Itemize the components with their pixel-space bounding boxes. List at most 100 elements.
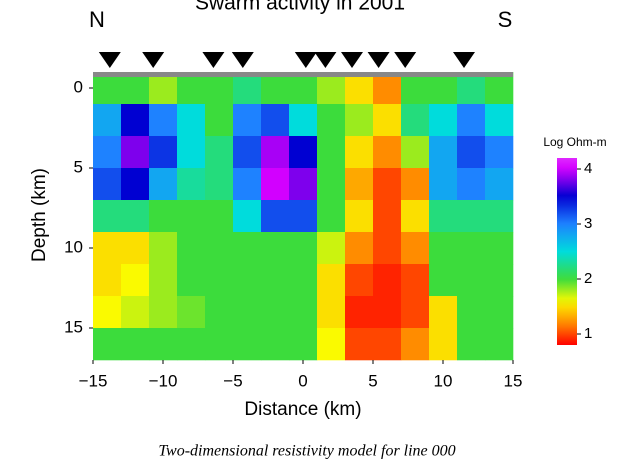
heatmap-cell [457,136,486,169]
topography [93,72,513,77]
heatmap-cell [261,136,290,169]
heatmap-cell [93,232,122,265]
heatmap-cell [177,72,206,105]
heatmap-cell [429,104,458,137]
heatmap-cell [373,136,402,169]
heatmap-cell [121,296,150,329]
heatmap-cell [205,200,234,233]
heatmap-cell [233,200,262,233]
heatmap-cell [373,72,402,105]
heatmap-cell [261,168,290,201]
heatmap-cell [121,328,150,361]
heatmap-cell [93,136,122,169]
station-marker [202,52,225,68]
x-axis-label: Distance (km) [244,399,361,420]
heatmap-cell [289,264,318,297]
heatmap-cell [317,328,346,361]
colorbar-tick-label: 1 [584,325,592,342]
station-marker [341,52,363,68]
heatmap-cell [317,200,346,233]
heatmap-cell [233,232,262,265]
heatmap-cell [317,264,346,297]
heatmap-cell [205,296,234,329]
heatmap-cell [401,200,430,233]
heatmap-cell [289,168,318,201]
heatmap-cell [457,232,486,265]
heatmap-cell [149,200,178,233]
heatmap-cell [177,232,206,265]
heatmap-cell [373,264,402,297]
heatmap-cell [233,104,262,137]
heatmap-cell [401,168,430,201]
station-marker [367,52,390,68]
heatmap-cell [261,200,290,233]
heatmap-cell [261,328,290,361]
heatmap-cell [205,168,234,201]
south-label: S [498,7,513,32]
heatmap-cell [373,200,402,233]
heatmap-cell [205,232,234,265]
y-axis-label: Depth (km) [29,168,50,262]
heatmap-cell [401,232,430,265]
caption: Two-dimensional resistivity model for li… [158,443,455,460]
heatmap-cell [261,72,290,105]
colorbar-tick-label: 4 [584,160,592,177]
heatmap-cell [121,168,150,201]
station-marker [394,52,417,68]
heatmap-cell [177,200,206,233]
heatmap-cell [429,296,458,329]
heatmap-cell [289,232,318,265]
heatmap-cell [261,264,290,297]
heatmap-cell [205,104,234,137]
heatmap-cell [485,72,514,105]
heatmap-cell [401,296,430,329]
heatmap-cell [261,232,290,265]
heatmap-cell [429,72,458,105]
heatmap-cell [149,168,178,201]
heatmap-cell [93,200,122,233]
heatmap-cell [289,200,318,233]
heatmap-cell [121,136,150,169]
heatmap-cell [205,72,234,105]
heatmap-cell [401,136,430,169]
heatmap-cell [429,328,458,361]
heatmap-cell [485,232,514,265]
heatmap-cell [261,104,290,137]
heatmap-cell [93,104,122,137]
heatmap-cell [93,264,122,297]
heatmap-cell [121,200,150,233]
heatmap-cell [177,296,206,329]
heatmap-cell [401,104,430,137]
heatmap-cell [149,104,178,137]
station-marker [453,52,475,68]
heatmap-cell [373,168,402,201]
y-tick-label: 10 [64,237,83,256]
heatmap-cell [149,296,178,329]
heatmap-cell [93,328,122,361]
heatmap-cell [345,136,374,169]
heatmap-cell [121,264,150,297]
heatmap-cell [317,136,346,169]
heatmap-cell [429,136,458,169]
heatmap-cell [457,72,486,105]
heatmap-cell [345,200,374,233]
heatmap-cell [93,72,122,105]
heatmap-cell [205,328,234,361]
heatmap-cell [289,104,318,137]
y-tick-label: 5 [74,157,83,176]
colorbar [557,158,577,345]
heatmap-cell [93,168,122,201]
heatmap-cell [485,264,514,297]
heatmap-cell [485,168,514,201]
heatmap-cell [345,264,374,297]
heatmap-cell [121,232,150,265]
heatmap-cell [233,296,262,329]
heatmap-cell [457,296,486,329]
heatmap-cell [485,136,514,169]
heatmap-cell [345,72,374,105]
station-marker [294,52,317,68]
north-label: N [89,7,105,32]
x-tick-label: −5 [223,371,242,390]
heatmap-cell [485,296,514,329]
heatmap-cell [177,168,206,201]
